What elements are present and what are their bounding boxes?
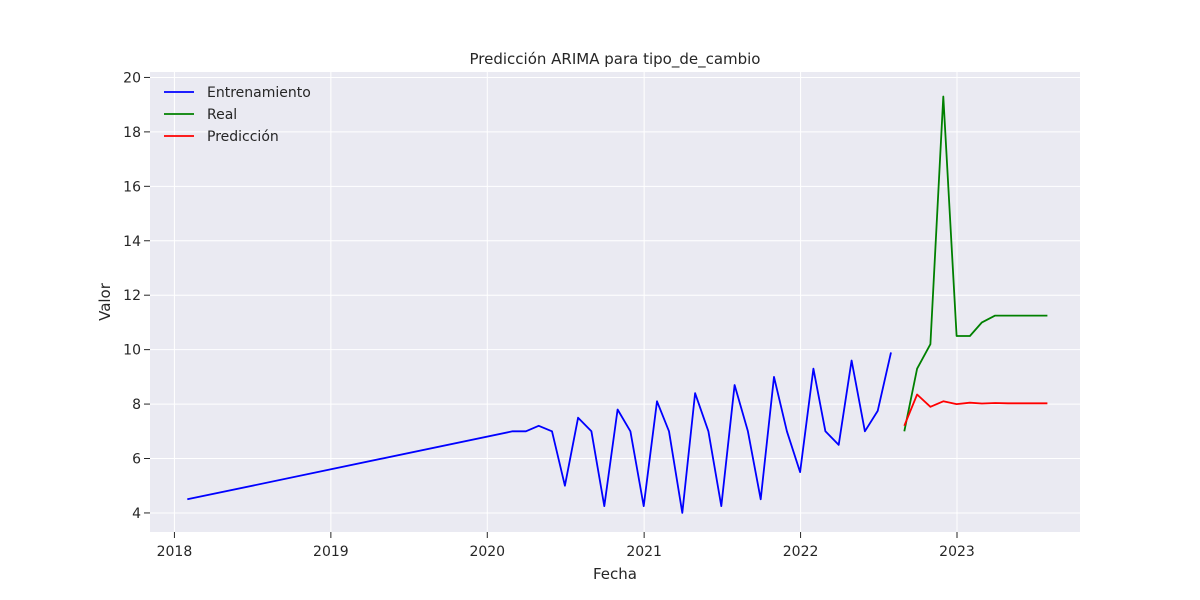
plot-area [150, 72, 1080, 532]
y-tick-label: 18 [123, 125, 141, 141]
y-tick-label: 8 [132, 397, 141, 413]
x-axis-title: Fecha [593, 565, 637, 583]
y-tick-label: 4 [132, 506, 141, 522]
legend-label: Entrenamiento [207, 85, 311, 101]
x-tick-label: 2021 [626, 544, 662, 560]
x-tick-label: 2022 [783, 544, 819, 560]
chart-title: Predicción ARIMA para tipo_de_cambio [470, 50, 761, 69]
series-line-entrenamiento [187, 352, 892, 514]
x-axis: 2018 2019 2020 2021 2022 2023 [157, 532, 975, 560]
grid [150, 72, 1080, 532]
y-tick-label: 20 [123, 70, 141, 86]
x-tick-label: 2019 [313, 544, 349, 560]
series-group [187, 95, 1048, 514]
legend-label: Predicción [207, 129, 279, 145]
series-line-real [903, 95, 1048, 432]
legend-label: Real [207, 107, 237, 123]
y-tick-label: 10 [123, 343, 141, 359]
y-tick-label: 16 [123, 179, 141, 195]
y-tick-label: 12 [123, 288, 141, 304]
y-axis-title: Valor [96, 282, 114, 321]
x-tick-label: 2023 [939, 544, 975, 560]
y-axis: 4 6 8 10 12 14 16 18 20 [123, 70, 150, 522]
series-line-prediccion [903, 393, 1048, 427]
x-tick-label: 2018 [157, 544, 193, 560]
y-tick-label: 14 [123, 234, 141, 250]
legend: Entrenamiento Real Predicción [164, 85, 311, 145]
y-tick-label: 6 [132, 452, 141, 468]
x-tick-label: 2020 [469, 544, 505, 560]
